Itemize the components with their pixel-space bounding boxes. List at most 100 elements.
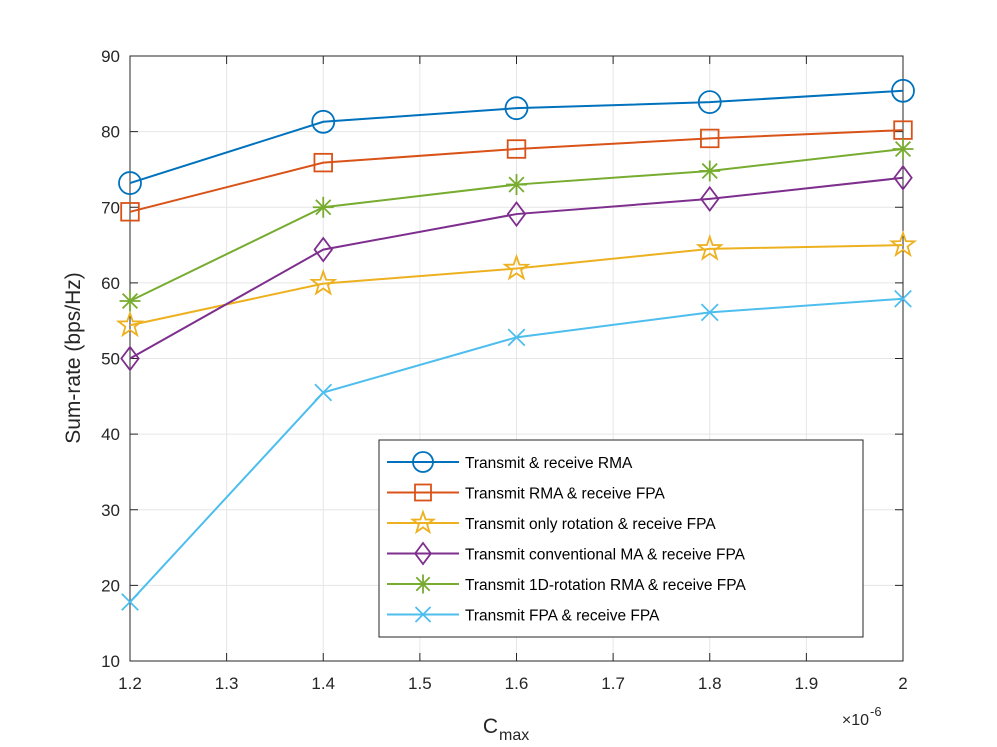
data-point [888,230,918,258]
legend-label: Transmit only rotation & receive FPA [465,516,716,533]
data-point [120,202,140,222]
circle-marker [891,78,915,103]
pentagram-marker [695,233,724,261]
circle-marker [412,451,434,473]
legend-label: Transmit FPA & receive FPA [465,608,660,625]
data-point [120,345,140,372]
series-layer [115,78,918,611]
x-stroke [507,328,526,347]
circle-marker [311,109,336,134]
diamond-marker [893,164,913,191]
series-3 [115,230,918,338]
legend-item: Transmit RMA & receive FPA [387,483,665,503]
asterisk-stroke [701,162,718,179]
x-exponent-label: ×10 [842,712,869,729]
x-stroke [700,303,719,322]
legend-box [378,439,864,638]
legend-label: Transmit 1D-rotation RMA & receive FPA [465,577,746,594]
square-marker [700,128,720,149]
data-point [891,78,915,103]
square-marker [506,139,527,159]
circle-marker [697,90,722,115]
data-point [121,593,139,611]
legend-item: Transmit 1D-rotation RMA & receive FPA [387,574,746,594]
square-marker [120,202,140,222]
asterisk-stroke [315,199,332,216]
legend-label: Transmit RMA & receive FPA [465,486,665,503]
legend: Transmit & receive RMA Transmit RMA & rec… [378,439,864,638]
legend-item: Transmit & receive RMA [387,451,633,473]
diamond-marker [699,185,720,212]
axes: 1.2 1.3 1.4 1.5 1.6 1.7 1.8 1.9 2 10 20 30 40 50 60 70 8… [101,47,908,693]
legend-label: Transmit & receive RMA [465,455,633,472]
x-axis-label: C [483,715,498,738]
x-exponent-power: -6 [870,704,882,719]
circle-marker [118,171,142,195]
x-marker [507,328,526,347]
asterisk-stroke [415,576,431,592]
asterisk-stroke [508,176,525,193]
y-tick-label: 40 [101,425,120,444]
data-point [700,128,720,149]
data-point [311,109,336,134]
data-point [507,328,526,347]
series-2 [120,120,913,222]
legend-item: Transmit only rotation & receive FPA [387,509,716,535]
diamond-marker [120,345,140,372]
y-tick-label: 10 [101,652,120,671]
x-marker [700,303,719,322]
pentagram-marker [115,310,145,338]
x-tick-label: 2 [898,674,907,693]
data-point [700,303,719,322]
legend-item: Transmit FPA & receive FPA [387,606,660,625]
y-tick-label: 50 [101,350,120,369]
asterisk-marker [699,160,721,182]
x-marker [314,383,333,402]
y-tick-label: 80 [101,123,120,142]
x-tick-label: 1.7 [601,674,625,693]
series-6 [121,289,912,611]
y-tick-label: 60 [101,274,120,293]
pentagram-marker [409,509,437,535]
data-point [504,96,529,121]
x-stroke [414,606,432,623]
x-tick-label: 1.4 [311,674,335,693]
series-line [129,129,904,213]
data-point [506,174,527,196]
square-marker [414,483,432,502]
y-tick-label: 30 [101,501,120,520]
data-point [506,201,527,228]
data-point [309,268,338,296]
series-line [129,89,904,185]
data-point [313,236,334,263]
data-point [697,90,722,115]
asterisk-marker [506,174,527,196]
series-1 [118,78,915,195]
x-marker [894,289,912,308]
asterisk-marker [892,138,914,160]
data-point [118,171,142,195]
data-point [699,185,720,212]
x-tick-label: 1.9 [795,674,819,693]
asterisk-stroke [121,292,139,310]
x-tick-label: 1.5 [408,674,432,693]
x-axis-label-main: C [483,715,498,738]
pentagram-marker [309,268,338,296]
y-tick-label: 90 [101,47,120,66]
square-marker [313,152,333,173]
data-point [699,160,721,182]
data-point [893,164,913,191]
y-tick-label: 70 [101,198,120,217]
diamond-marker [506,201,527,228]
x-marker [121,593,139,611]
diamond-marker [313,236,334,263]
series-5 [119,138,914,312]
x-tick-label: 1.8 [698,674,722,693]
data-point [894,289,912,308]
x-tick-label: 1.2 [118,674,142,693]
y-tick-label: 20 [101,576,120,595]
x-axis-label-subscript: max [499,727,529,744]
data-point [312,196,334,218]
